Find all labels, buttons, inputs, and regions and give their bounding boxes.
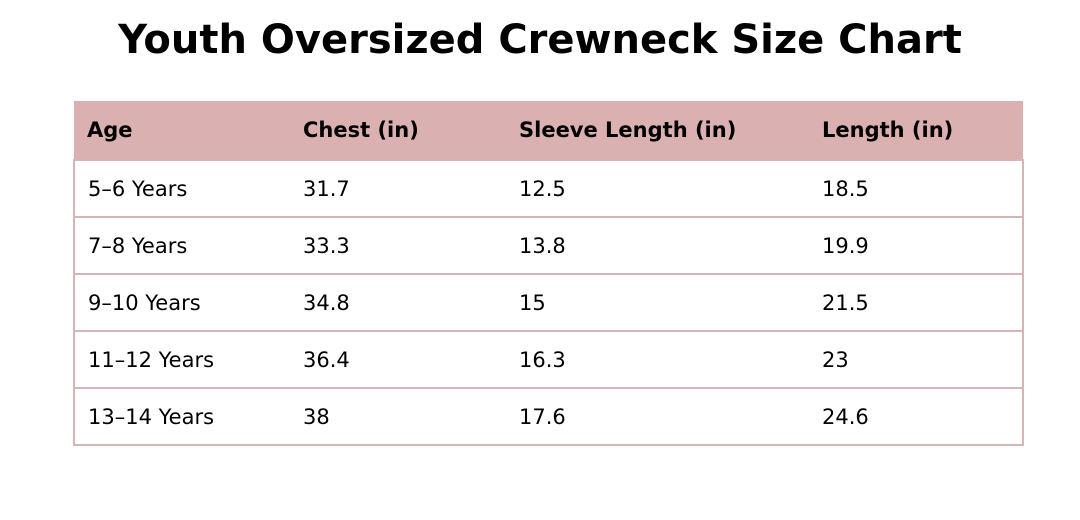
table-cell: 13–14 Years xyxy=(73,387,290,446)
table-body: 5–6 Years 31.7 12.5 18.5 7–8 Years 33.3 13.8 19… xyxy=(73,159,1024,446)
table-cell: 12.5 xyxy=(506,159,809,218)
table-cell: 17.6 xyxy=(506,387,809,446)
table-cell: 36.4 xyxy=(290,330,506,389)
table-cell: 38 xyxy=(290,387,506,446)
table-cell: 16.3 xyxy=(506,330,809,389)
table-head: Age Chest (in) Sleeve Length (in) Length (i… xyxy=(74,101,1023,160)
size-table: Age Chest (in) Sleeve Length (in) Length (i… xyxy=(73,101,1024,446)
table-row: 5–6 Years 31.7 12.5 18.5 xyxy=(73,159,1024,218)
table-row: 9–10 Years 34.8 15 21.5 xyxy=(73,273,1024,332)
table-cell: 23 xyxy=(809,330,1024,389)
column-header: Sleeve Length (in) xyxy=(506,101,809,160)
table-cell: 33.3 xyxy=(290,216,506,275)
column-header: Length (in) xyxy=(809,101,1023,160)
table-cell: 11–12 Years xyxy=(73,330,290,389)
table-row: 13–14 Years 38 17.6 24.6 xyxy=(73,387,1024,446)
column-header: Age xyxy=(74,101,290,160)
page-title: Youth Oversized Crewneck Size Chart xyxy=(118,17,962,63)
header-row: Age Chest (in) Sleeve Length (in) Length (i… xyxy=(74,101,1023,160)
table-cell: 34.8 xyxy=(290,273,506,332)
table-cell: 21.5 xyxy=(809,273,1024,332)
table-row: 7–8 Years 33.3 13.8 19.9 xyxy=(73,216,1024,275)
table-cell: 15 xyxy=(506,273,809,332)
table-cell: 9–10 Years xyxy=(73,273,290,332)
table-row: 11–12 Years 36.4 16.3 23 xyxy=(73,330,1024,389)
table-cell: 31.7 xyxy=(290,159,506,218)
column-header: Chest (in) xyxy=(290,101,506,160)
table-cell: 13.8 xyxy=(506,216,809,275)
table-cell: 18.5 xyxy=(809,159,1024,218)
table-cell: 24.6 xyxy=(809,387,1024,446)
table-cell: 19.9 xyxy=(809,216,1024,275)
table-cell: 5–6 Years xyxy=(73,159,290,218)
table-cell: 7–8 Years xyxy=(73,216,290,275)
